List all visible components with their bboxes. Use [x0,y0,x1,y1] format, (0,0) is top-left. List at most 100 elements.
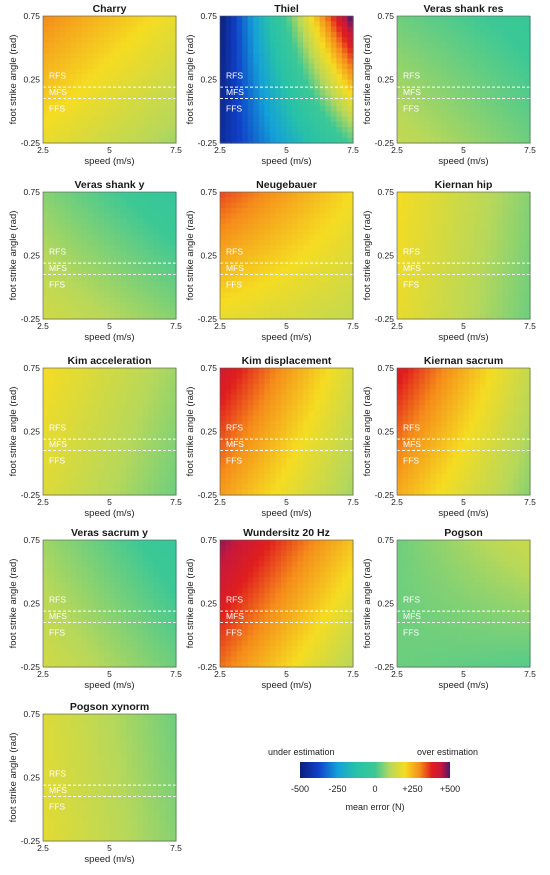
heatmap-cell [220,132,227,139]
heatmap-cell [314,74,321,81]
heatmap-cell [115,415,122,422]
heatmap-cell [170,79,177,86]
heatmap-cell [220,410,227,417]
heatmap-cell [153,137,160,144]
heatmap-cell [292,202,299,209]
heatmap-cell [424,378,431,385]
heatmap-cell [269,53,277,59]
heatmap-cell [507,100,514,107]
heatmap-cell [48,63,55,70]
heatmap-cell [87,373,94,380]
heatmap-cell [159,197,166,204]
heatmap-cell [70,255,77,262]
heatmap-cell [336,308,343,315]
heatmap-cell [330,53,337,59]
heatmap-cell [54,457,61,464]
heatmap-cell [98,74,105,81]
heatmap-cell [258,383,265,390]
heatmap-cell [286,255,293,262]
heatmap-cell [43,276,50,283]
heatmap-cell [408,308,415,315]
heatmap-cell [264,383,271,390]
heatmap-cell [325,276,332,283]
heatmap-cell [65,426,72,433]
heatmap-cell [269,132,277,139]
heatmap-cell [264,415,271,422]
heatmap-cell [92,244,100,251]
heatmap-cell [297,410,304,417]
heatmap-cell [524,74,531,81]
heatmap-cell [308,90,315,96]
heatmap-cell [419,223,426,230]
heatmap-cell [408,197,415,204]
heatmap-cell [330,100,337,107]
heatmap-cell [330,42,337,49]
heatmap-cell [341,415,349,422]
heatmap-cell [424,58,431,65]
heatmap-cell [502,84,509,91]
heatmap-cell [81,239,88,246]
heatmap-cell [518,132,526,139]
heatmap-cell [92,308,100,315]
heatmap-cell [253,266,260,272]
heatmap-cell [308,234,315,241]
heatmap-cell [485,399,492,406]
heatmap-cell [59,378,66,385]
heatmap-cell [507,420,514,427]
heatmap-cell [48,378,55,385]
heatmap-cell [308,42,315,49]
heatmap-cell [441,229,448,235]
y-tick-label: 0.25 [200,75,217,85]
heatmap-cell [330,68,337,75]
heatmap-cell [319,137,326,144]
heatmap-cell [220,452,227,459]
heatmap-cell [87,127,94,134]
heatmap-cell [264,229,271,235]
heatmap-cell [159,202,166,209]
heatmap-cell [452,297,459,304]
heatmap-cell [137,197,144,204]
heatmap-cell [48,447,55,454]
heatmap-cell [43,68,50,75]
heatmap-cell [347,266,354,272]
heatmap-cell [98,68,105,75]
heatmap-cell [330,447,337,454]
heatmap-cell [319,415,326,422]
heatmap-cell [502,223,509,230]
heatmap-cell [220,111,227,118]
heatmap-cell [43,111,50,118]
heatmap-cell [170,457,177,464]
heatmap-cell [474,373,481,380]
heatmap-cell [397,116,404,123]
heatmap-cell [435,121,442,128]
heatmap-cell [502,229,509,235]
heatmap-cell [225,447,232,454]
heatmap-cell [65,303,72,310]
heatmap-cell [142,90,149,96]
heatmap-cell [469,42,476,49]
heatmap-cell [292,389,299,396]
heatmap-cell [408,105,415,112]
heatmap-cell [153,271,160,278]
heatmap-cell [308,255,315,262]
heatmap-cell [452,389,459,396]
heatmap-cell [480,313,487,320]
heatmap-cell [336,250,343,257]
heatmap-cell [441,90,448,96]
heatmap-cell [142,463,149,470]
heatmap-cell [408,47,415,54]
heatmap-cell [280,192,288,198]
heatmap-cell [303,436,310,443]
heatmap-cell [480,308,487,315]
heatmap-cell [54,116,61,123]
heatmap-cell [76,132,83,139]
heatmap-cell [131,313,138,320]
heatmap-cell [325,313,332,320]
heatmap-cell [87,431,94,438]
heatmap-cell [120,16,127,22]
heatmap-cell [402,53,409,59]
heatmap-cell [109,368,116,374]
heatmap-cell [258,420,265,427]
heatmap-cell [435,137,442,144]
heatmap-cell [524,373,531,380]
